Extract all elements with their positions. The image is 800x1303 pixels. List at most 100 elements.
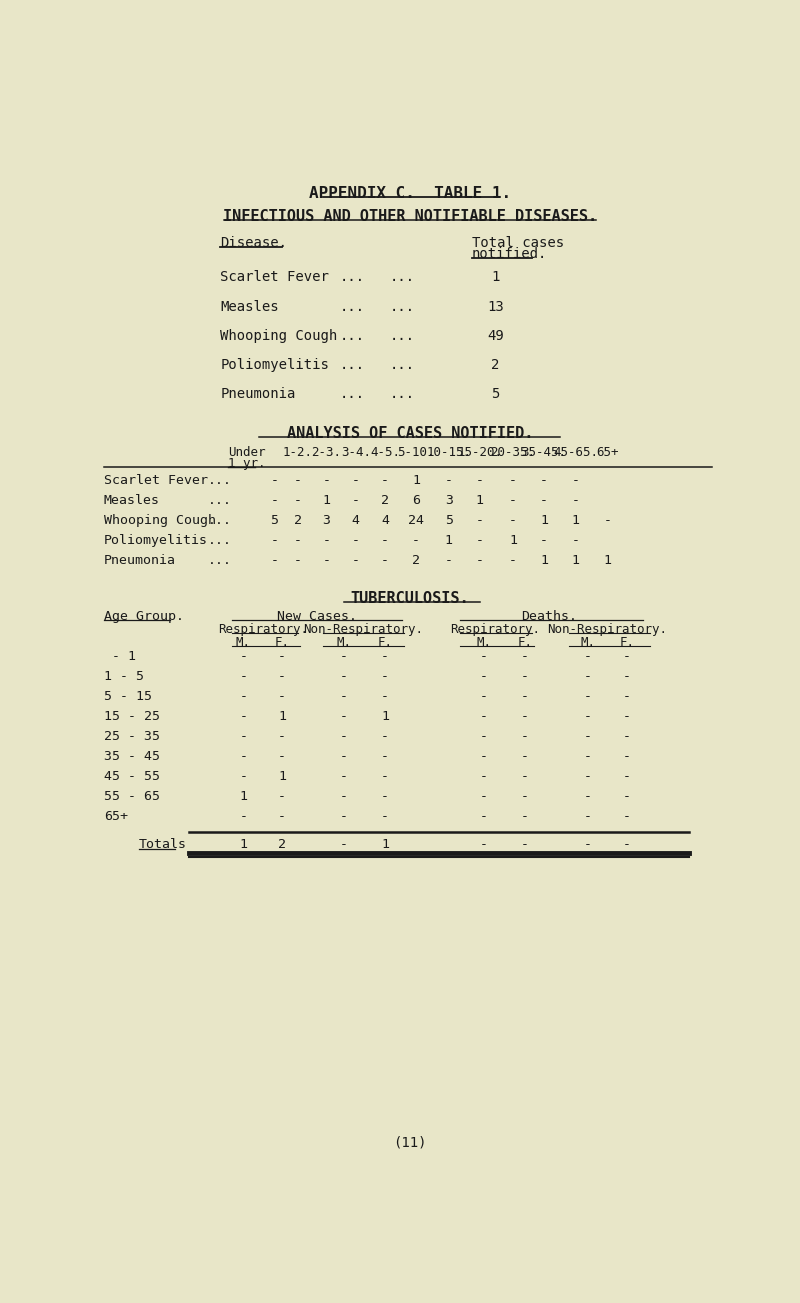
Text: ...: ... bbox=[390, 358, 415, 373]
Text: (11): (11) bbox=[394, 1136, 426, 1149]
Text: Non-Respiratory.: Non-Respiratory. bbox=[303, 623, 423, 636]
Text: -: - bbox=[584, 710, 592, 723]
Text: -: - bbox=[381, 770, 389, 783]
Text: -: - bbox=[521, 691, 529, 704]
Text: 1: 1 bbox=[476, 494, 484, 507]
Text: 1: 1 bbox=[381, 838, 389, 851]
Text: -: - bbox=[294, 473, 302, 486]
Text: ...: ... bbox=[208, 494, 232, 507]
Text: 2: 2 bbox=[381, 494, 389, 507]
Text: -: - bbox=[584, 691, 592, 704]
Text: -: - bbox=[480, 838, 488, 851]
Text: 15 - 25: 15 - 25 bbox=[104, 710, 160, 723]
Text: 5 - 15: 5 - 15 bbox=[104, 691, 152, 704]
Text: -: - bbox=[623, 810, 631, 823]
Text: F.: F. bbox=[378, 636, 393, 649]
Text: -: - bbox=[340, 810, 348, 823]
Text: 1 yr.: 1 yr. bbox=[228, 456, 266, 469]
Text: ANALYSIS OF CASES NOTIFIED.: ANALYSIS OF CASES NOTIFIED. bbox=[287, 426, 533, 440]
Text: -: - bbox=[381, 534, 389, 547]
Text: 65+: 65+ bbox=[104, 810, 128, 823]
Text: Respiratory.: Respiratory. bbox=[218, 623, 308, 636]
Text: TUBERCULOSIS.: TUBERCULOSIS. bbox=[350, 590, 470, 606]
Text: - 1: - 1 bbox=[104, 650, 136, 663]
Text: -: - bbox=[584, 670, 592, 683]
Text: 13: 13 bbox=[487, 300, 504, 314]
Text: -: - bbox=[480, 730, 488, 743]
Text: -: - bbox=[521, 650, 529, 663]
Text: INFECTIOUS AND OTHER NOTIFIABLE DISEASES.: INFECTIOUS AND OTHER NOTIFIABLE DISEASES… bbox=[223, 208, 597, 224]
Text: -: - bbox=[445, 554, 453, 567]
Text: 45 - 55: 45 - 55 bbox=[104, 770, 160, 783]
Text: -: - bbox=[623, 670, 631, 683]
Text: -: - bbox=[278, 670, 286, 683]
Text: 5-10.: 5-10. bbox=[398, 446, 435, 459]
Text: -: - bbox=[239, 751, 247, 764]
Text: -: - bbox=[521, 810, 529, 823]
Text: -: - bbox=[239, 730, 247, 743]
Text: Totals: Totals bbox=[138, 838, 186, 851]
Text: Poliomyelitis: Poliomyelitis bbox=[104, 534, 208, 547]
Text: 3: 3 bbox=[445, 494, 453, 507]
Text: Age Group.: Age Group. bbox=[104, 610, 184, 623]
Text: -: - bbox=[480, 751, 488, 764]
Text: -: - bbox=[623, 730, 631, 743]
Text: -: - bbox=[294, 534, 302, 547]
Text: -: - bbox=[540, 494, 548, 507]
Text: 35 - 45: 35 - 45 bbox=[104, 751, 160, 764]
Text: -: - bbox=[480, 810, 488, 823]
Text: -: - bbox=[521, 670, 529, 683]
Text: -: - bbox=[572, 494, 580, 507]
Text: -: - bbox=[480, 770, 488, 783]
Text: -: - bbox=[476, 534, 484, 547]
Text: M.: M. bbox=[476, 636, 491, 649]
Text: 35-45.: 35-45. bbox=[522, 446, 566, 459]
Text: -: - bbox=[521, 770, 529, 783]
Text: 1: 1 bbox=[278, 770, 286, 783]
Text: -: - bbox=[278, 751, 286, 764]
Text: 1: 1 bbox=[572, 513, 580, 526]
Text: ...: ... bbox=[339, 328, 365, 343]
Text: -: - bbox=[584, 770, 592, 783]
Text: 2: 2 bbox=[294, 513, 302, 526]
Text: Pneumonia: Pneumonia bbox=[220, 387, 295, 401]
Text: 3: 3 bbox=[322, 513, 330, 526]
Text: 1-2.: 1-2. bbox=[282, 446, 313, 459]
Text: Total cases: Total cases bbox=[472, 236, 564, 250]
Text: -: - bbox=[340, 790, 348, 803]
Text: 1: 1 bbox=[491, 270, 499, 284]
Text: -: - bbox=[480, 650, 488, 663]
Text: -: - bbox=[623, 691, 631, 704]
Text: -: - bbox=[352, 534, 360, 547]
Text: -: - bbox=[521, 710, 529, 723]
Text: -: - bbox=[352, 494, 360, 507]
Text: -: - bbox=[322, 473, 330, 486]
Text: Whooping Cough: Whooping Cough bbox=[104, 513, 216, 526]
Text: ...: ... bbox=[208, 554, 232, 567]
Text: 1: 1 bbox=[540, 513, 548, 526]
Text: 2-3.: 2-3. bbox=[311, 446, 342, 459]
Text: Under: Under bbox=[228, 446, 266, 459]
Text: ...: ... bbox=[390, 300, 415, 314]
Text: -: - bbox=[476, 554, 484, 567]
Text: -: - bbox=[340, 710, 348, 723]
Text: ...: ... bbox=[339, 300, 365, 314]
Text: -: - bbox=[270, 554, 278, 567]
Text: -: - bbox=[584, 751, 592, 764]
Text: 1 - 5: 1 - 5 bbox=[104, 670, 144, 683]
Text: 1: 1 bbox=[540, 554, 548, 567]
Text: -: - bbox=[381, 670, 389, 683]
Text: -: - bbox=[476, 513, 484, 526]
Text: -: - bbox=[340, 838, 348, 851]
Text: 4: 4 bbox=[352, 513, 360, 526]
Text: 65+: 65+ bbox=[596, 446, 619, 459]
Text: ...: ... bbox=[339, 358, 365, 373]
Text: Respiratory.: Respiratory. bbox=[450, 623, 540, 636]
Text: -: - bbox=[480, 670, 488, 683]
Text: 5: 5 bbox=[270, 513, 278, 526]
Text: 1: 1 bbox=[412, 473, 420, 486]
Text: M.: M. bbox=[581, 636, 596, 649]
Text: -: - bbox=[509, 494, 517, 507]
Text: Whooping Cough: Whooping Cough bbox=[220, 328, 338, 343]
Text: F.: F. bbox=[274, 636, 290, 649]
